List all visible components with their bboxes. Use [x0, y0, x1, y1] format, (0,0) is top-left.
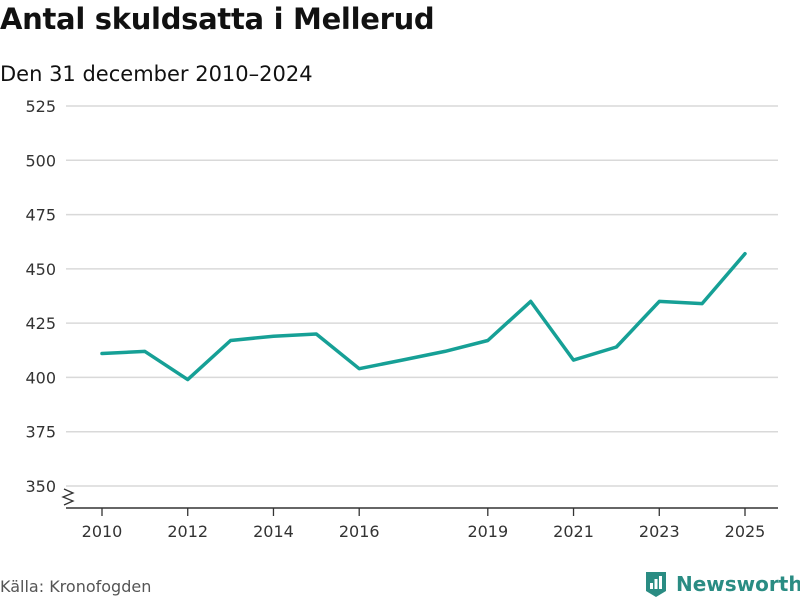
y-tick-label: 425 — [25, 314, 56, 333]
brand-name: Newsworthy — [676, 572, 800, 596]
y-tick-label: 375 — [25, 423, 56, 442]
y-tick-label: 450 — [25, 260, 56, 279]
y-tick-label: 400 — [25, 368, 56, 387]
x-axis-ticks: 2010 2012 2014 2016 2019 2021 2023 2025 — [82, 508, 766, 541]
chart-title: Antal skuldsatta i Mellerud — [0, 2, 435, 36]
x-tick-label: 2023 — [639, 522, 680, 541]
y-tick-label: 350 — [25, 477, 56, 496]
x-tick-label: 2016 — [339, 522, 380, 541]
y-tick-label: 500 — [25, 151, 56, 170]
x-tick-label: 2021 — [553, 522, 594, 541]
x-tick-label: 2014 — [253, 522, 294, 541]
series-layer — [100, 251, 747, 382]
y-axis-ticks: 350 375 400 425 450 475 500 525 — [25, 97, 56, 496]
series-line-0 — [100, 251, 747, 382]
y-tick-label: 475 — [25, 206, 56, 225]
source-note: Källa: Kronofogden — [0, 577, 152, 596]
gridlines — [66, 105, 778, 487]
x-axis — [61, 488, 778, 509]
brand-logo: Newsworthy — [644, 570, 800, 598]
chart-subtitle: Den 31 december 2010–2024 — [0, 62, 313, 86]
x-tick-label: 2019 — [467, 522, 508, 541]
axis-break-icon — [61, 488, 75, 506]
x-tick-label: 2012 — [167, 522, 208, 541]
x-tick-label: 2010 — [82, 522, 123, 541]
newsworthy-logo-icon — [646, 572, 666, 597]
x-tick-label: 2025 — [725, 522, 766, 541]
y-tick-label: 525 — [25, 97, 56, 116]
